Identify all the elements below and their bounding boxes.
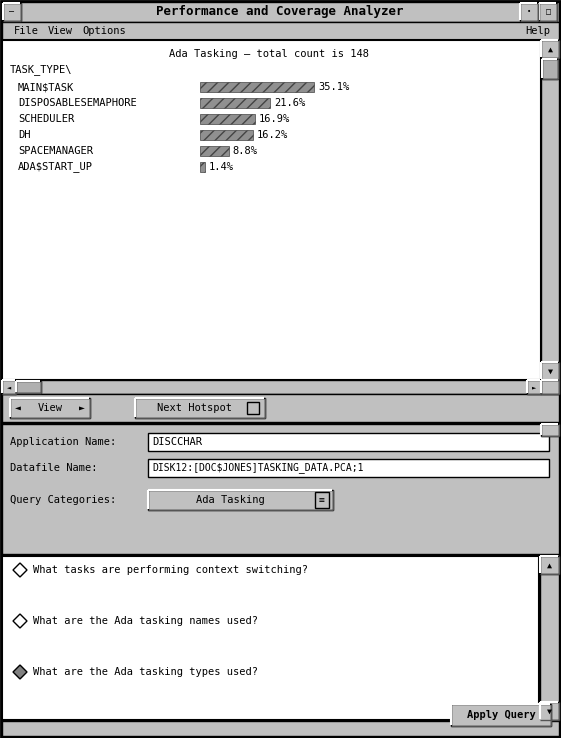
Text: Next Hotspot: Next Hotspot <box>158 403 232 413</box>
Polygon shape <box>13 665 27 679</box>
Bar <box>541 40 559 380</box>
Bar <box>2 380 541 394</box>
Bar <box>541 380 559 394</box>
Text: Help: Help <box>525 26 550 36</box>
Text: SCHEDULER: SCHEDULER <box>18 114 74 124</box>
Bar <box>148 490 333 510</box>
Bar <box>200 162 205 172</box>
Polygon shape <box>13 614 27 628</box>
Text: ▼: ▼ <box>546 706 551 716</box>
Text: 21.6%: 21.6% <box>274 98 305 108</box>
Text: Datafile Name:: Datafile Name: <box>10 463 98 473</box>
Text: ◄: ◄ <box>15 403 21 413</box>
Text: ►: ► <box>79 403 85 413</box>
Text: ADA$START_UP: ADA$START_UP <box>18 162 93 173</box>
Bar <box>542 59 558 79</box>
Text: MAIN$TASK: MAIN$TASK <box>18 82 74 92</box>
Bar <box>520 3 538 21</box>
Text: What tasks are performing context switching?: What tasks are performing context switch… <box>33 565 308 575</box>
Bar <box>3 3 21 21</box>
Bar <box>148 459 549 477</box>
Bar <box>16 381 41 393</box>
Bar <box>247 402 259 414</box>
Text: 35.1%: 35.1% <box>318 82 350 92</box>
Bar <box>540 702 559 720</box>
Text: •: • <box>527 9 531 15</box>
Text: ◄: ◄ <box>7 384 11 390</box>
Bar <box>2 22 559 40</box>
Text: SPACEMANAGER: SPACEMANAGER <box>18 146 93 156</box>
Text: What are the Ada tasking types used?: What are the Ada tasking types used? <box>33 667 258 677</box>
Text: Ada Tasking: Ada Tasking <box>196 495 264 505</box>
Text: ▲: ▲ <box>546 560 551 570</box>
Text: DISK12:[DOC$JONES]TASKING_DATA.PCA;1: DISK12:[DOC$JONES]TASKING_DATA.PCA;1 <box>152 463 364 474</box>
Text: 16.2%: 16.2% <box>256 130 288 140</box>
Bar <box>541 362 559 380</box>
Bar <box>2 556 539 720</box>
Bar <box>200 130 252 140</box>
Text: 1.4%: 1.4% <box>209 162 233 172</box>
Bar <box>2 380 16 394</box>
Text: ►: ► <box>532 384 536 390</box>
Bar <box>451 704 551 726</box>
Bar <box>2 422 559 424</box>
Text: Ada Tasking – total count is 148: Ada Tasking – total count is 148 <box>169 49 369 59</box>
Text: Performance and Coverage Analyzer: Performance and Coverage Analyzer <box>157 5 404 18</box>
Text: 16.9%: 16.9% <box>259 114 290 124</box>
Bar <box>200 146 228 156</box>
Bar <box>540 556 559 720</box>
Text: DISPOSABLESEMAPHORE: DISPOSABLESEMAPHORE <box>18 98 137 108</box>
Text: What are the Ada tasking names used?: What are the Ada tasking names used? <box>33 616 258 626</box>
Bar <box>135 398 265 418</box>
Text: 8.8%: 8.8% <box>233 146 257 156</box>
Bar <box>541 40 559 58</box>
Text: —: — <box>10 7 15 16</box>
Polygon shape <box>13 563 27 577</box>
Bar <box>200 98 270 108</box>
Text: ▲: ▲ <box>548 44 553 53</box>
Bar <box>2 424 559 554</box>
Bar <box>200 114 255 124</box>
Text: □: □ <box>545 7 550 16</box>
Text: ▼: ▼ <box>548 367 553 376</box>
Bar <box>10 398 90 418</box>
Bar <box>541 424 559 436</box>
Text: View: View <box>38 403 62 413</box>
Bar <box>315 492 329 508</box>
Text: DH: DH <box>18 130 30 140</box>
Text: ≡: ≡ <box>319 495 325 505</box>
Text: View: View <box>48 26 73 36</box>
Bar <box>2 40 541 380</box>
Text: Query Categories:: Query Categories: <box>10 495 116 505</box>
Bar <box>148 433 549 451</box>
Bar <box>2 2 559 22</box>
Text: File: File <box>14 26 39 36</box>
Text: Options: Options <box>82 26 126 36</box>
Text: DISCCHAR: DISCCHAR <box>152 437 202 447</box>
Bar <box>2 721 559 736</box>
Text: TASK_TYPE\: TASK_TYPE\ <box>10 64 72 75</box>
Bar <box>527 380 541 394</box>
Bar <box>2 394 559 422</box>
Bar <box>540 556 559 574</box>
Bar <box>539 3 557 21</box>
Bar <box>200 82 314 92</box>
Text: Application Name:: Application Name: <box>10 437 116 447</box>
Text: Apply Query: Apply Query <box>467 710 535 720</box>
